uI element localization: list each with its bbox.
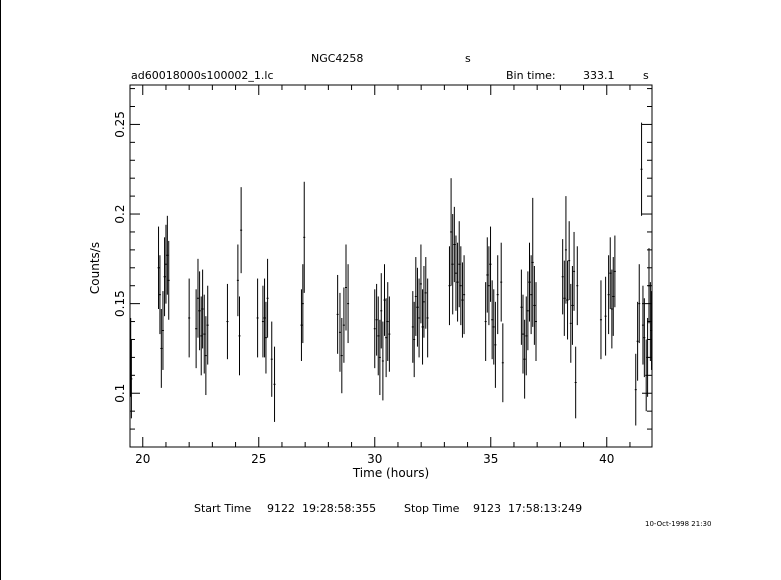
y-axis-title: Counts/s	[88, 242, 102, 294]
data-points-group	[129, 122, 653, 426]
x-tick-label: 30	[367, 452, 382, 466]
y-tick-label: 0.2	[113, 204, 127, 223]
bin-time-value: 333.1	[583, 69, 615, 82]
plot-frame	[129, 84, 653, 448]
object-title: NGC4258	[311, 52, 364, 65]
start-time-label: Start Time	[194, 502, 252, 515]
axes-group: 20 25 30 35 40 0.1 0.15 0.2 0.25	[113, 84, 653, 466]
bin-time-unit: s	[643, 69, 649, 82]
lightcurve-filename: ad60018000s100002_1.lc	[131, 69, 274, 82]
x-tick-label: 20	[135, 452, 150, 466]
y-tick-label: 0.1	[113, 384, 127, 403]
x-tick-label: 35	[483, 452, 498, 466]
y-tick-label: 0.15	[113, 290, 127, 317]
x-tick-label: 40	[599, 452, 614, 466]
bin-time-label: Bin time:	[506, 69, 556, 82]
y-tick-label: 0.25	[113, 111, 127, 138]
x-axis-title: Time (hours)	[352, 466, 429, 480]
plot-timestamp: 10-Oct-1998 21:30	[645, 520, 712, 528]
stop-time-label: Stop Time	[404, 502, 460, 515]
start-time-value: 9122 19:28:58:355	[267, 502, 377, 515]
stop-time-value: 9123 17:58:13:249	[473, 502, 583, 515]
title-unit-mark: s	[465, 52, 471, 65]
x-tick-label: 25	[251, 452, 266, 466]
